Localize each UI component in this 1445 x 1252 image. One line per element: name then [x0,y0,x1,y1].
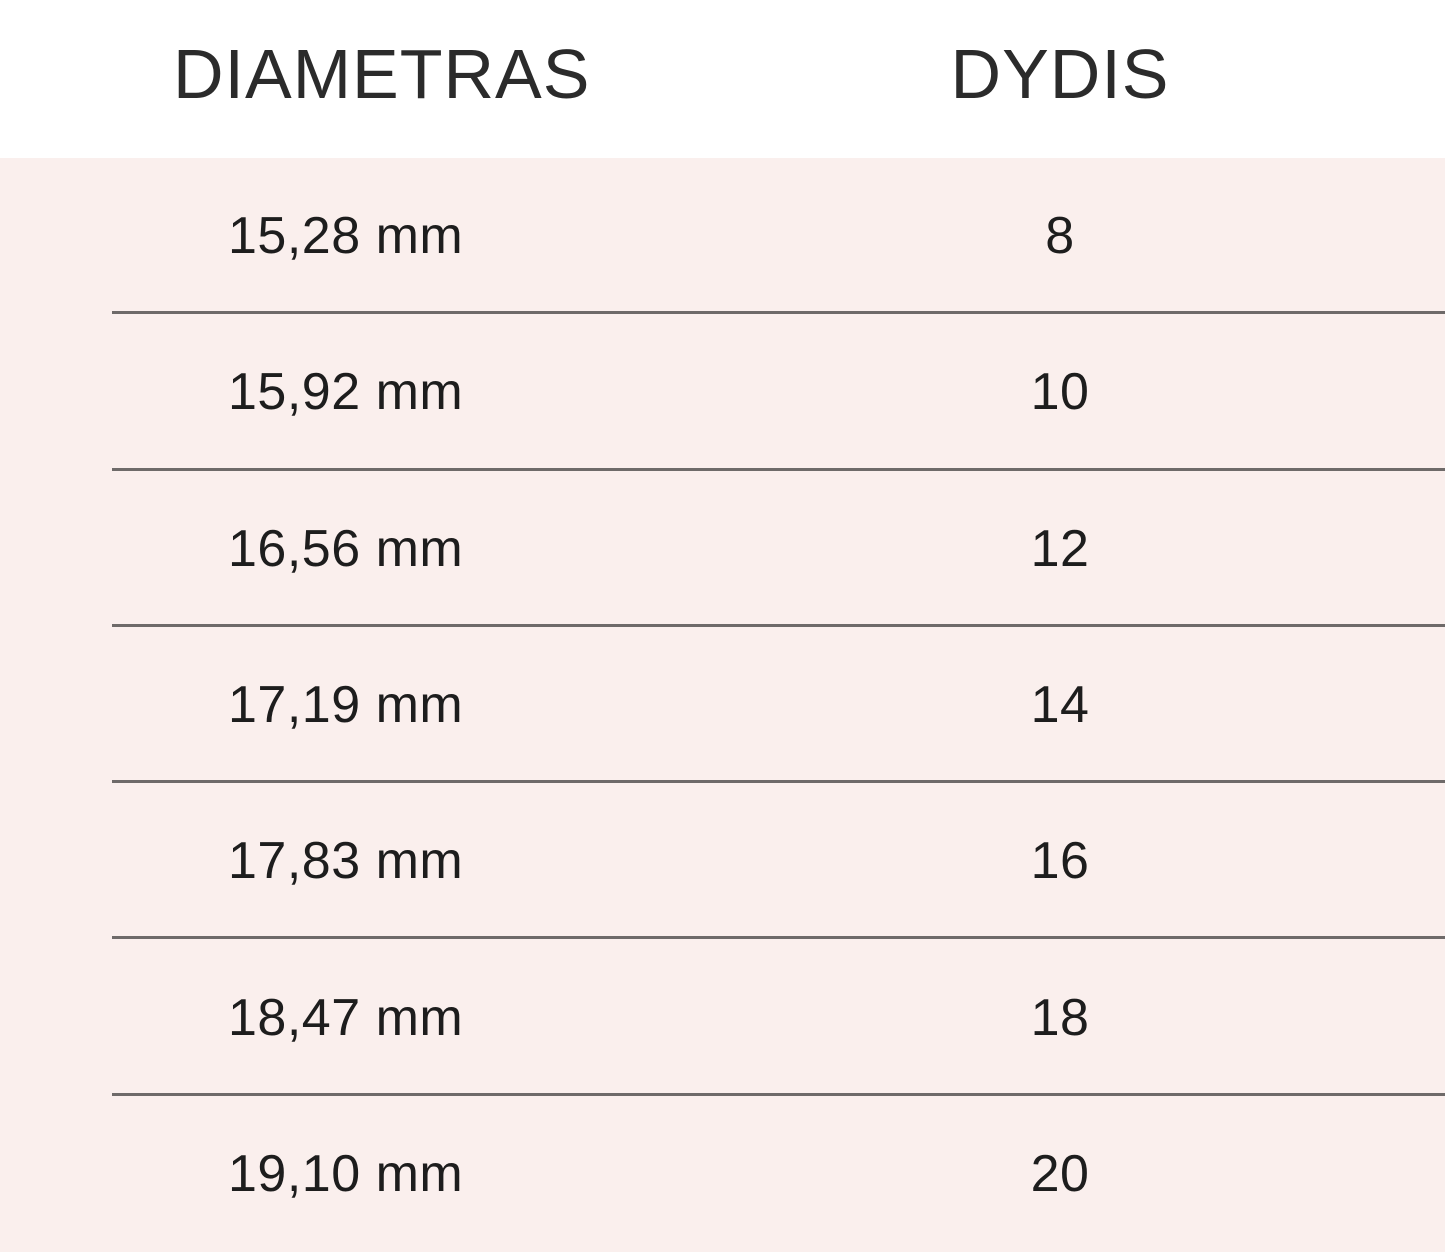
column-header-size: DYDIS [950,35,1170,113]
column-header-diameter: DIAMETRAS [173,35,591,113]
row-divider [112,936,1445,940]
table-row: 18,47 mm 18 [0,939,1445,1096]
cell-size: 10 [1030,363,1090,422]
table-row: 17,83 mm 16 [0,783,1445,940]
cell-size: 12 [1030,519,1090,578]
cell-diameter: 17,83 mm [228,832,464,891]
cell-size: 8 [1045,207,1075,266]
row-divider [112,311,1445,315]
table-row: 15,92 mm 10 [0,314,1445,471]
cell-size: 16 [1030,832,1090,891]
cell-diameter: 18,47 mm [228,988,464,1047]
cell-diameter: 15,92 mm [228,363,464,422]
cell-diameter: 19,10 mm [228,1144,464,1203]
table-row: 17,19 mm 14 [0,627,1445,784]
cell-diameter: 15,28 mm [228,207,464,266]
row-divider [112,467,1445,471]
row-divider [112,1092,1445,1096]
table-row: 15,28 mm 8 [0,158,1445,315]
row-divider [112,780,1445,784]
table-row: 16,56 mm 12 [0,471,1445,627]
cell-diameter: 16,56 mm [228,519,464,578]
table-header-row: DIAMETRAS DYDIS [0,0,1445,158]
cell-size: 20 [1030,1144,1090,1203]
cell-diameter: 17,19 mm [228,676,464,735]
table-body: 15,28 mm 8 15,92 mm 10 16,56 mm 12 17,19… [0,158,1445,1252]
cell-size: 14 [1030,676,1090,735]
row-divider [112,623,1445,627]
cell-size: 18 [1030,988,1090,1047]
table-row: 19,10 mm 20 [0,1096,1445,1252]
